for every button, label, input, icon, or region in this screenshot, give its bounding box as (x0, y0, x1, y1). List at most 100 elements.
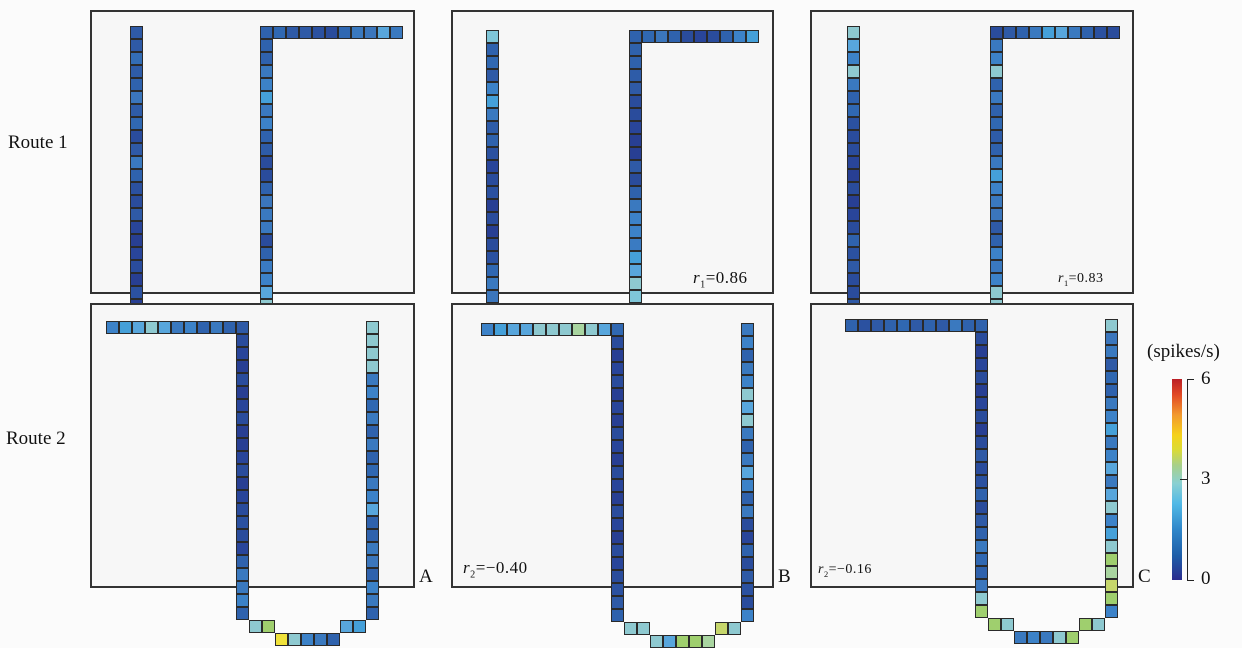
heatmap-cell (486, 225, 499, 238)
heatmap-cell (990, 182, 1003, 195)
heatmap-cell (486, 212, 499, 225)
correlation-symbol: r (818, 562, 824, 577)
heatmap-cell (990, 91, 1003, 104)
colorbar-title: (spikes/s) (1147, 341, 1220, 362)
heatmap-cell (990, 221, 1003, 234)
heatmap-cell (728, 622, 741, 635)
heatmap-cell (262, 620, 275, 633)
heatmap-cell (741, 492, 754, 505)
heatmap-cell (1014, 631, 1027, 644)
heatmap-cell (1105, 605, 1118, 618)
heatmap-cell (130, 130, 143, 143)
heatmap-cell (715, 622, 728, 635)
heatmap-cell (720, 30, 733, 43)
heatmap-cell (286, 26, 299, 39)
heatmap-cell (236, 490, 249, 503)
heatmap-cell (236, 373, 249, 386)
heatmap-cell (975, 501, 988, 514)
correlation-symbol: r (1058, 271, 1064, 286)
heatmap-cell (366, 516, 379, 529)
correlation-label: r2=−0.40 (463, 558, 528, 580)
heatmap-cell (990, 143, 1003, 156)
heatmap-cell (629, 108, 642, 121)
heatmap-cell (260, 39, 273, 52)
heatmap-cell (1016, 26, 1029, 39)
heatmap-cell (486, 82, 499, 95)
heatmap-cell (260, 52, 273, 65)
correlation-value: =0.86 (705, 268, 748, 287)
heatmap-cell (663, 635, 676, 648)
correlation-label: r1=0.86 (693, 268, 748, 290)
heatmap-cell (130, 39, 143, 52)
heatmap-cell (130, 78, 143, 91)
heatmap-cell (741, 349, 754, 362)
heatmap-cell (520, 323, 533, 336)
heatmap-cell (611, 518, 624, 531)
heatmap-cell (366, 594, 379, 607)
heatmap-cell (975, 462, 988, 475)
heatmap-cell (847, 143, 860, 156)
heatmap-cell (486, 147, 499, 160)
heatmap-cell (975, 345, 988, 358)
heatmap-cell (260, 65, 273, 78)
heatmap-cell (236, 321, 249, 334)
heatmap-cell (629, 264, 642, 277)
heatmap-cell (260, 91, 273, 104)
heatmap-cell (741, 609, 754, 622)
heatmap-cell (1027, 631, 1040, 644)
heatmap-cell (741, 336, 754, 349)
heatmap-cell (236, 594, 249, 607)
heatmap-cell (611, 570, 624, 583)
heatmap-cell (611, 401, 624, 414)
correlation-symbol: r (693, 268, 701, 287)
heatmap-cell (611, 388, 624, 401)
heatmap-cell (611, 583, 624, 596)
heatmap-cell (988, 618, 1001, 631)
heatmap-cell (746, 30, 759, 43)
correlation-value: =−0.16 (828, 562, 872, 577)
heatmap-cell (249, 620, 262, 633)
heatmap-cell (624, 622, 637, 635)
heatmap-cell (119, 321, 132, 334)
heatmap-cell (847, 195, 860, 208)
heatmap-cell (260, 260, 273, 273)
heatmap-cell (236, 503, 249, 516)
heatmap-cell (611, 531, 624, 544)
heatmap-cell (1001, 618, 1014, 631)
heatmap-cell (611, 375, 624, 388)
heatmap-cell (106, 321, 119, 334)
heatmap-cell (936, 319, 949, 332)
heatmap-cell (158, 321, 171, 334)
heatmap-cell (486, 277, 499, 290)
heatmap-cell (1105, 397, 1118, 410)
heatmap-cell (366, 581, 379, 594)
heatmap-cell (741, 583, 754, 596)
heatmap-cell (130, 182, 143, 195)
heatmap-cell (629, 134, 642, 147)
heatmap-cell (1068, 26, 1081, 39)
heatmap-cell (741, 414, 754, 427)
heatmap-cell (366, 568, 379, 581)
heatmap-cell (990, 117, 1003, 130)
heatmap-cell (486, 186, 499, 199)
heatmap-cell (884, 319, 897, 332)
correlation-subscript: 1 (700, 279, 706, 291)
heatmap-cell (236, 607, 249, 620)
panel-route-1-b: r1=0.86 (451, 10, 774, 368)
heatmap-cell (1079, 618, 1092, 631)
heatmap-cell (260, 169, 273, 182)
heatmap-cell (236, 464, 249, 477)
heatmap-cell (702, 635, 715, 648)
heatmap-cell (366, 347, 379, 360)
heatmap-cell (733, 30, 746, 43)
heatmap-cell (486, 251, 499, 264)
heatmap-cell (611, 479, 624, 492)
heatmap-cell (741, 505, 754, 518)
heatmap-cell (975, 319, 988, 332)
heatmap-cell (366, 334, 379, 347)
heatmap-cell (847, 104, 860, 117)
heatmap-cell (236, 568, 249, 581)
heatmap-cell (990, 78, 1003, 91)
heatmap-cell (486, 121, 499, 134)
heatmap-cell (236, 347, 249, 360)
